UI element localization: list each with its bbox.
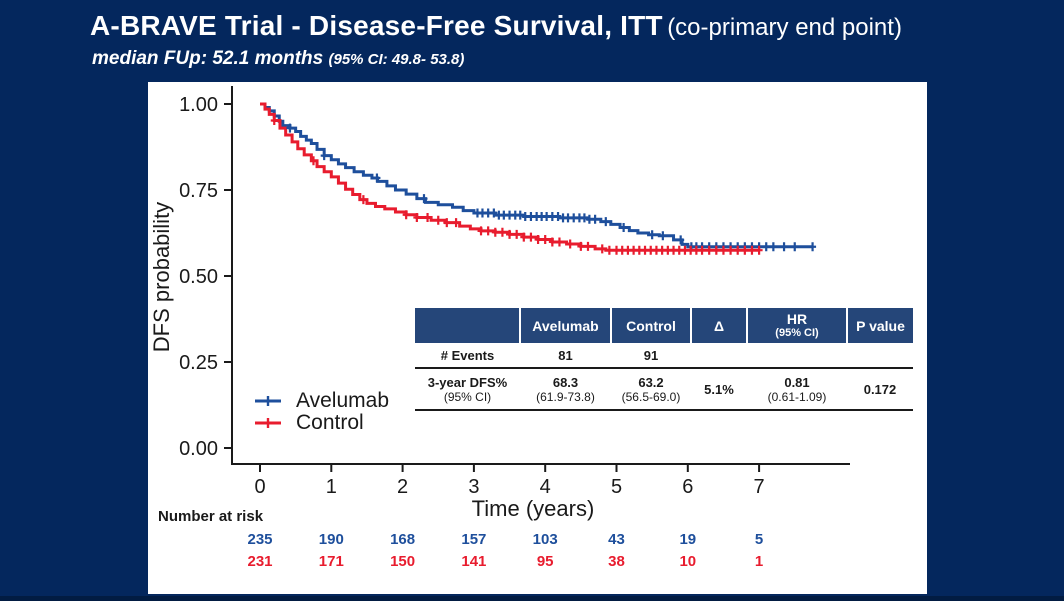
- legend-label-avelumab: Avelumab: [296, 389, 390, 412]
- header-blank-cell: [415, 308, 520, 343]
- dfs-label-line1: 3-year DFS%: [427, 374, 508, 390]
- header-hr-cell: HR (95% CI): [746, 308, 847, 343]
- slide-title-paren: (co-primary end point): [667, 14, 902, 41]
- y-tick-label: 0.75: [179, 180, 218, 202]
- dfs-row: 3-year DFS% (95% CI) 68.3 (61.9-73.8) 63…: [415, 368, 913, 411]
- dfs-hr-cell: 0.81 (0.61-1.09): [747, 368, 847, 411]
- risk-count-avelumab: 190: [318, 531, 344, 548]
- slide-title-main: A-BRAVE Trial - Disease-Free Survival, I…: [90, 10, 663, 41]
- events-delta-cell: [691, 343, 747, 369]
- censor-marks-control: [270, 116, 763, 255]
- risk-count-avelumab: 19: [679, 531, 697, 548]
- header-hr-line1: HR: [786, 311, 808, 327]
- risk-count-control: 38: [608, 553, 625, 570]
- censor-marks-avelumab: [286, 123, 817, 252]
- risk-count-control: 141: [461, 553, 487, 570]
- results-table-header-row: Avelumab Control Δ HR (95% CI) P value: [415, 308, 913, 343]
- slide-subtitle-paren: (95% CI: 49.8- 53.8): [328, 51, 465, 68]
- legend-item-control: Control: [254, 411, 389, 434]
- avelumab-line-marker-icon: [255, 396, 281, 406]
- dfs-label-line2: (95% CI): [443, 389, 492, 404]
- x-tick-label: 4: [540, 476, 551, 498]
- x-tick-label: 1: [326, 476, 337, 498]
- dfs-control-cell: 63.2 (56.5-69.0): [611, 368, 691, 411]
- dfs-control-ci: (56.5-69.0): [621, 389, 681, 404]
- bottom-border-strip: [0, 596, 1064, 601]
- x-tick-label: 5: [611, 476, 622, 498]
- risk-count-control: 10: [679, 553, 697, 570]
- y-tick-label: 0.25: [179, 352, 218, 374]
- y-tick-label: 1.00: [179, 94, 218, 116]
- dfs-label-cell: 3-year DFS% (95% CI): [415, 368, 520, 411]
- dfs-control-value: 63.2: [638, 374, 664, 390]
- y-tick-label: 0.50: [179, 266, 218, 288]
- chart-panel: 1.00 0.75 0.50 0.25 0.00 0 1 2 3 4 5 6 7 DFS probabi…: [148, 82, 927, 594]
- x-tick-label: 0: [254, 476, 265, 498]
- y-axis-title: DFS probability: [149, 201, 174, 353]
- header-avelumab-cell: Avelumab: [519, 308, 611, 343]
- dfs-hr-ci: (0.61-1.09): [767, 389, 827, 404]
- legend-label-control: Control: [296, 411, 364, 434]
- dfs-hr-value: 0.81: [784, 374, 810, 390]
- events-pvalue-cell: [847, 343, 913, 369]
- km-curves: [260, 102, 813, 252]
- x-tick-label: 7: [754, 476, 765, 498]
- events-row: # Events 81 91: [415, 343, 913, 369]
- legend: Avelumab Control: [254, 389, 390, 434]
- events-label-cell: # Events: [415, 343, 520, 369]
- risk-count-avelumab: 5: [754, 531, 764, 548]
- km-curve-avelumab: [260, 102, 813, 249]
- x-axis-title: Time (years): [471, 496, 595, 521]
- axis-tick-labels: 1.00 0.75 0.50 0.25 0.00 0 1 2 3 4 5 6 7: [179, 94, 765, 498]
- y-tick-label: 0.00: [179, 438, 218, 460]
- censor-marks: [270, 116, 817, 255]
- x-tick-label: 2: [397, 476, 408, 498]
- slide-subtitle-main: median FUp: 52.1 months: [92, 48, 329, 69]
- control-line-marker-icon: [255, 418, 281, 428]
- km-curve-control: [260, 102, 760, 252]
- dfs-avelumab-ci: (61.9-73.8): [536, 389, 595, 404]
- risk-count-avelumab: 103: [532, 531, 558, 548]
- events-avelumab-cell: 81: [520, 343, 611, 369]
- dfs-avelumab-value: 68.3: [552, 374, 579, 390]
- header-control-cell: Control: [610, 308, 691, 343]
- km-plot: 1.00 0.75 0.50 0.25 0.00 0 1 2 3 4 5 6 7: [179, 86, 850, 498]
- axes: [224, 86, 850, 472]
- risk-count-control: 150: [390, 553, 416, 570]
- risk-count-avelumab: 168: [390, 531, 416, 548]
- dfs-pvalue-cell: 0.172: [847, 368, 913, 411]
- risk-count-control: 1: [754, 553, 764, 570]
- number-at-risk-label: Number at risk: [158, 508, 264, 525]
- header-hr-line2: (95% CI): [775, 327, 819, 339]
- risk-count-avelumab: 235: [247, 531, 273, 548]
- risk-count-avelumab: 43: [608, 531, 625, 548]
- dfs-avelumab-cell: 68.3 (61.9-73.8): [520, 368, 611, 411]
- header-delta-cell: Δ: [690, 308, 747, 343]
- slide-title: A-BRAVE Trial - Disease-Free Survival, I…: [90, 10, 902, 42]
- events-hr-cell: [747, 343, 847, 369]
- dfs-delta-cell: 5.1%: [691, 368, 747, 411]
- risk-count-control: 171: [318, 553, 344, 570]
- events-control-cell: 91: [611, 343, 691, 369]
- x-tick-label: 3: [468, 476, 479, 498]
- risk-count-control: 231: [247, 553, 273, 570]
- results-table: Avelumab Control Δ HR (95% CI) P value #…: [415, 308, 913, 411]
- slide-subtitle: median FUp: 52.1 months (95% CI: 49.8- 5…: [92, 48, 464, 70]
- risk-count-avelumab: 157: [461, 531, 487, 548]
- header-pvalue-cell: P value: [846, 308, 913, 343]
- risk-count-control: 95: [536, 553, 554, 570]
- legend-item-avelumab: Avelumab: [254, 389, 390, 412]
- x-tick-label: 6: [682, 476, 693, 498]
